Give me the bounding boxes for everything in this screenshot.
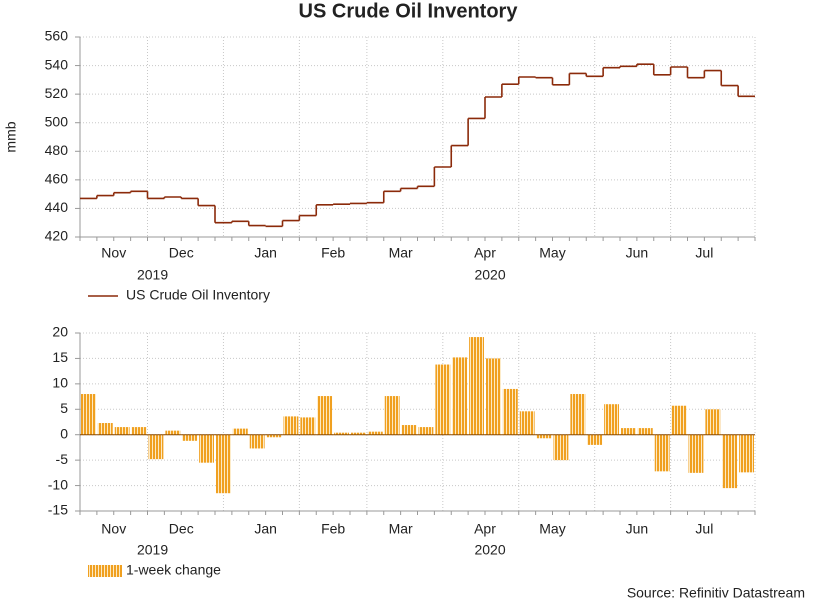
bar xyxy=(81,394,96,435)
bar xyxy=(536,434,552,439)
year-label: 2019 xyxy=(137,267,168,283)
chart-title: US Crude Oil Inventory xyxy=(299,0,519,22)
x-tick-label: Mar xyxy=(389,521,413,537)
x-tick-label: Nov xyxy=(101,521,126,537)
year-label: 2020 xyxy=(474,267,505,283)
bar xyxy=(216,434,231,494)
x-tick-label: Dec xyxy=(169,245,194,261)
y-tick-label: 0 xyxy=(60,425,68,441)
bar xyxy=(637,428,653,435)
bar xyxy=(435,364,451,435)
bar xyxy=(401,425,417,435)
bar xyxy=(671,405,687,435)
bar xyxy=(317,396,333,435)
bar xyxy=(587,434,603,445)
y-tick-label: 10 xyxy=(52,375,68,391)
bar xyxy=(469,337,484,435)
bar xyxy=(654,434,670,472)
y-tick-label: 480 xyxy=(45,142,69,158)
bar xyxy=(131,427,147,435)
x-tick-label: Nov xyxy=(101,245,126,261)
y-tick-label: 460 xyxy=(45,171,69,187)
bar xyxy=(621,428,636,435)
x-tick-label: May xyxy=(539,521,565,537)
bar xyxy=(384,396,400,435)
bar xyxy=(334,432,349,435)
y-tick-label: 540 xyxy=(45,56,69,72)
bar xyxy=(739,434,754,473)
x-tick-label: Jan xyxy=(254,245,277,261)
year-label: 2020 xyxy=(474,542,505,558)
bar xyxy=(502,388,518,435)
y-tick-label: -15 xyxy=(48,502,68,518)
y-tick-label: 15 xyxy=(52,349,68,365)
year-label: 2019 xyxy=(137,542,168,558)
y-tick-label: 20 xyxy=(52,324,68,340)
bar xyxy=(705,409,721,435)
y-tick-label: 5 xyxy=(60,400,68,416)
y-tick-label: -5 xyxy=(56,451,69,467)
bar xyxy=(182,434,198,441)
bar xyxy=(266,434,282,438)
x-tick-label: Feb xyxy=(321,245,345,261)
bar xyxy=(283,416,299,435)
bar xyxy=(148,434,164,460)
x-tick-label: Jan xyxy=(254,521,277,537)
x-tick-label: Apr xyxy=(474,245,496,261)
bar xyxy=(249,434,265,449)
y-tick-label: -10 xyxy=(48,476,68,492)
bar xyxy=(232,428,248,435)
x-tick-label: Feb xyxy=(321,521,345,537)
y-tick-label: 440 xyxy=(45,199,69,215)
bar xyxy=(722,434,738,489)
x-tick-label: Dec xyxy=(169,521,194,537)
legend-label: US Crude Oil Inventory xyxy=(126,287,270,303)
bar xyxy=(553,434,569,461)
bar xyxy=(367,431,383,435)
y-tick-label: 560 xyxy=(45,28,69,44)
bar xyxy=(300,417,316,435)
y-tick-label: 420 xyxy=(45,228,69,244)
bar xyxy=(604,404,619,435)
x-tick-label: Jul xyxy=(695,245,713,261)
x-tick-label: Mar xyxy=(389,245,413,261)
bar xyxy=(486,358,501,435)
source-note: Source: Refinitiv Datastream xyxy=(627,585,805,601)
bar xyxy=(519,411,535,435)
y-axis-label: mmb xyxy=(3,121,19,152)
bar xyxy=(199,434,214,463)
bar xyxy=(418,427,434,435)
bar xyxy=(114,427,130,435)
legend-swatch xyxy=(88,565,122,577)
legend-label: 1-week change xyxy=(126,562,221,578)
x-tick-label: Apr xyxy=(474,521,496,537)
x-tick-label: Jun xyxy=(626,521,649,537)
x-tick-label: Jun xyxy=(626,245,649,261)
x-tick-label: Jul xyxy=(695,521,713,537)
bar xyxy=(688,434,704,473)
y-tick-label: 500 xyxy=(45,113,69,129)
bar xyxy=(97,423,113,435)
bar xyxy=(570,394,586,435)
x-tick-label: May xyxy=(539,245,565,261)
bar xyxy=(351,432,366,435)
y-tick-label: 520 xyxy=(45,85,69,101)
bar xyxy=(165,430,181,435)
bar xyxy=(452,357,468,435)
